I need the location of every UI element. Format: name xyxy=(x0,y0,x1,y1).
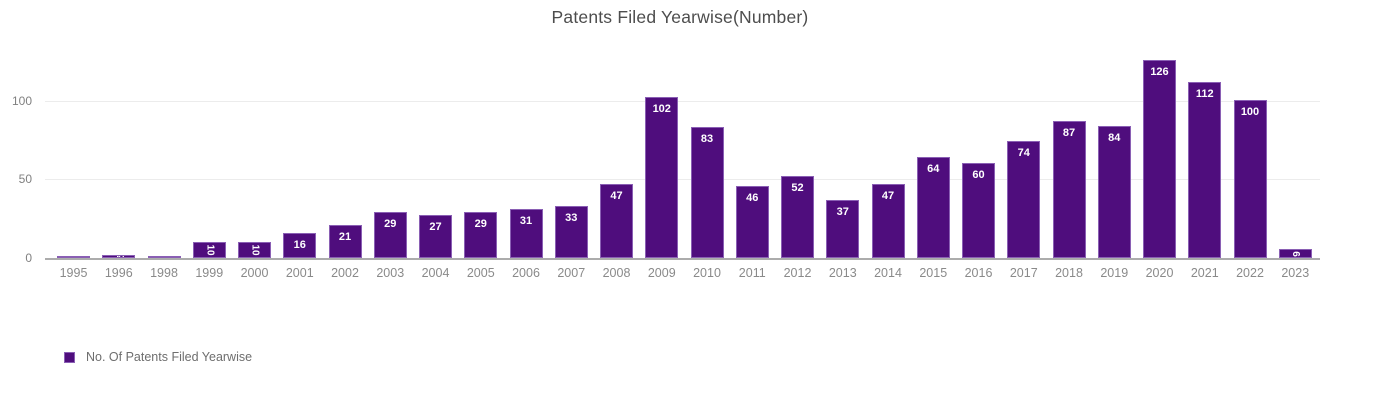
bar-value-label: 84 xyxy=(1108,132,1121,144)
bar-value-label: 27 xyxy=(429,221,442,233)
bar-value-label: 21 xyxy=(338,231,352,243)
bar-value-label: 47 xyxy=(881,190,895,202)
x-axis-label-2014: 2014 xyxy=(874,266,902,280)
bar-value-label: 1 xyxy=(69,256,79,258)
bar-value-label: 29 xyxy=(384,218,397,230)
x-axis-label-1999: 1999 xyxy=(195,266,224,280)
x-axis-label-2013: 2013 xyxy=(828,266,857,280)
bar-2007[interactable]: 33 xyxy=(554,206,588,258)
x-axis-label-2007: 2007 xyxy=(557,266,586,280)
bar-2002[interactable]: 21 xyxy=(328,225,362,258)
bar-value-label: 102 xyxy=(652,103,671,115)
x-axis-label-2006: 2006 xyxy=(512,266,540,280)
bar-value-label-rotated-wrap: 10 xyxy=(239,243,270,257)
bar-1995[interactable]: 1 xyxy=(57,256,90,258)
chart-title: Patents Filed Yearwise(Number) xyxy=(551,7,809,27)
y-axis-label-50: 50 xyxy=(18,172,32,186)
x-axis-label-1998: 1998 xyxy=(150,266,178,280)
bar-value-label-rotated-wrap: 10 xyxy=(194,243,225,257)
bar-value-label: 16 xyxy=(293,239,306,251)
bar-2009[interactable]: 102 xyxy=(645,97,679,258)
bar-2023[interactable]: 6 xyxy=(1278,249,1312,258)
bar-value-label: 112 xyxy=(1195,88,1214,100)
x-axis-label-2003: 2003 xyxy=(376,266,405,280)
x-axis-label-2023: 2023 xyxy=(1281,266,1310,280)
y-axis-label-0: 0 xyxy=(25,251,32,265)
x-axis-label-2020: 2020 xyxy=(1145,266,1174,280)
bar-value-label: 83 xyxy=(700,133,714,145)
x-axis-label-2000: 2000 xyxy=(240,266,269,280)
x-axis-label-2022: 2022 xyxy=(1236,266,1264,280)
bar-value-label: 60 xyxy=(972,169,985,181)
x-axis-label-2005: 2005 xyxy=(466,266,495,280)
x-axis-line xyxy=(45,258,1320,260)
bar-value-label-rotated-wrap: 6 xyxy=(1280,250,1311,257)
bar-2021[interactable]: 112 xyxy=(1188,82,1222,258)
x-axis-label-2021: 2021 xyxy=(1190,266,1219,280)
x-axis-label-2012: 2012 xyxy=(783,266,812,280)
bar-value-label: 46 xyxy=(746,192,759,204)
bar-2013[interactable]: 37 xyxy=(826,200,860,258)
gridline-50 xyxy=(45,179,1320,181)
bar-value-label: 52 xyxy=(791,182,804,194)
bar-1999[interactable]: 10 xyxy=(192,242,226,258)
bar-value-label: 87 xyxy=(1062,127,1076,139)
bar-2016[interactable]: 60 xyxy=(962,163,995,258)
bar-2006[interactable]: 31 xyxy=(509,209,543,258)
bar-2005[interactable]: 29 xyxy=(464,212,498,258)
bar-2018[interactable]: 87 xyxy=(1052,121,1086,258)
gridline-100 xyxy=(45,100,1320,102)
bar-2003[interactable]: 29 xyxy=(373,212,407,258)
bar-value-label: 37 xyxy=(836,206,849,218)
bar-value-label: 10 xyxy=(249,244,261,256)
bar-2019[interactable]: 84 xyxy=(1097,126,1131,258)
x-axis-label-2019: 2019 xyxy=(1100,266,1129,280)
legend-swatch-icon xyxy=(64,351,75,363)
x-axis-label-2015: 2015 xyxy=(919,266,948,280)
bar-2010[interactable]: 83 xyxy=(690,127,724,258)
x-axis-label-2009: 2009 xyxy=(647,266,676,280)
x-axis-label-1996: 1996 xyxy=(104,266,133,280)
bar-2011[interactable]: 46 xyxy=(735,186,769,258)
bar-value-label: 10 xyxy=(204,244,216,256)
bar-2012[interactable]: 52 xyxy=(781,176,814,258)
legend-item[interactable]: No. Of Patents Filed Yearwise xyxy=(64,350,252,364)
bar-1998[interactable]: 1 xyxy=(147,256,181,258)
bar-value-label: 64 xyxy=(927,163,940,175)
bar-2001[interactable]: 16 xyxy=(283,233,317,258)
bar-value-label: 74 xyxy=(1017,147,1030,159)
x-axis-label-2011: 2011 xyxy=(738,266,766,280)
x-axis-label-1995: 1995 xyxy=(59,266,88,280)
bar-2022[interactable]: 100 xyxy=(1233,100,1267,258)
x-axis-label-2002: 2002 xyxy=(331,266,359,280)
x-axis-label-2010: 2010 xyxy=(693,266,721,280)
bar-1996[interactable]: 2 xyxy=(102,255,136,258)
bar-2014[interactable]: 47 xyxy=(871,184,905,258)
bar-2008[interactable]: 47 xyxy=(600,184,633,258)
bar-2015[interactable]: 64 xyxy=(916,157,950,258)
bar-2000[interactable]: 10 xyxy=(238,242,271,258)
bar-2017[interactable]: 74 xyxy=(1007,141,1041,258)
legend-label: No. Of Patents Filed Yearwise xyxy=(86,350,253,364)
bar-value-label: 1 xyxy=(159,256,169,258)
bar-value-label: 29 xyxy=(474,218,487,230)
bar-value-label: 126 xyxy=(1150,66,1169,78)
x-axis-label-2016: 2016 xyxy=(964,266,993,280)
bar-value-label: 2 xyxy=(113,255,125,258)
bar-value-label: 33 xyxy=(565,212,578,224)
x-axis-label-2017: 2017 xyxy=(1009,266,1038,280)
bar-value-label-rotated-wrap: 2 xyxy=(103,256,134,257)
x-axis-label-2004: 2004 xyxy=(421,266,450,280)
y-axis-label-100: 100 xyxy=(11,94,32,108)
bar-2004[interactable]: 27 xyxy=(419,215,452,258)
bar-value-label: 6 xyxy=(1290,250,1302,257)
bar-2020[interactable]: 126 xyxy=(1143,60,1176,258)
x-axis-label-2018: 2018 xyxy=(1055,266,1083,280)
bar-value-label: 100 xyxy=(1240,106,1260,118)
x-axis-label-2001: 2001 xyxy=(285,266,314,280)
x-axis-label-2008: 2008 xyxy=(602,266,631,280)
bar-value-label: 31 xyxy=(519,215,533,227)
bar-value-label: 47 xyxy=(610,190,623,202)
